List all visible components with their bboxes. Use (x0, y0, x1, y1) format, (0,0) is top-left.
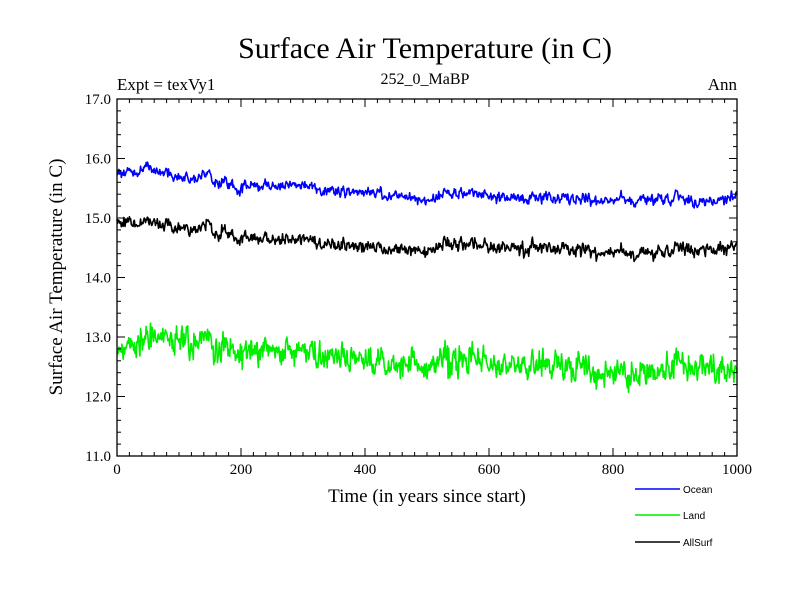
series-line-land (116, 322, 738, 393)
x-tick-label: 0 (113, 462, 121, 478)
y-tick-label: 14.0 (85, 271, 111, 287)
y-tick-label: 12.0 (85, 390, 111, 406)
y-tick-label: 13.0 (85, 330, 111, 346)
chart-subtitle-left: Expt = texVy1 (117, 75, 215, 94)
y-tick-label: 11.0 (85, 449, 111, 465)
series-line-allsurf (116, 216, 738, 263)
tick-layer: 0 200 400 600 800 1000 11.0 12.0 13.0 14.0 15.0 16.… (85, 92, 752, 478)
x-tick-label: 1000 (722, 462, 752, 478)
chart-title: Surface Air Temperature (in C) (238, 32, 612, 65)
x-tick-label: 600 (478, 462, 501, 478)
legend-label-land: Land (683, 511, 705, 522)
y-axis-label: Surface Air Temperature (in C) (46, 159, 67, 396)
series-layer (116, 161, 738, 393)
x-tick-label: 200 (230, 462, 253, 478)
x-axis-label: Time (in years since start) (328, 486, 526, 507)
y-tick-label: 15.0 (85, 211, 111, 227)
y-tick-label: 16.0 (85, 152, 111, 168)
legend-label-ocean: Ocean (683, 485, 712, 496)
chart-subtitle-right: Ann (708, 75, 738, 94)
y-tick-label: 17.0 (85, 92, 111, 108)
legend-label-allsurf: AllSurf (683, 538, 713, 549)
chart-subtitle-center: 252_0_MaBP (381, 71, 470, 88)
x-tick-label: 400 (354, 462, 377, 478)
plot-frame (116, 98, 738, 457)
x-tick-label: 800 (602, 462, 625, 478)
legend: Ocean Land AllSurf (635, 485, 713, 549)
series-line-ocean (116, 161, 738, 209)
